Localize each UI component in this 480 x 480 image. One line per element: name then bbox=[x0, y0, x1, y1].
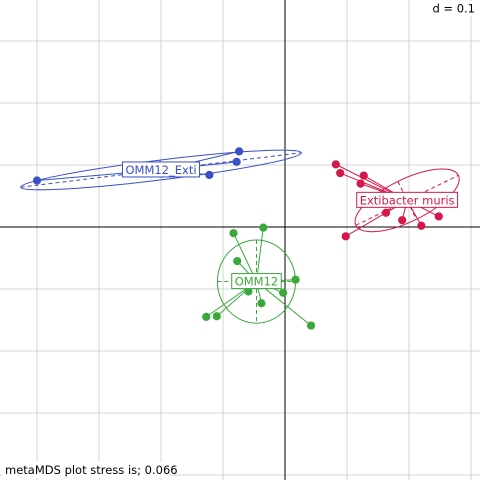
group-label-0: OMM12_Exti bbox=[121, 161, 201, 178]
group-label-1: Extibacter muris bbox=[356, 191, 459, 208]
data-point bbox=[259, 223, 268, 232]
data-point bbox=[359, 171, 368, 180]
data-point bbox=[205, 170, 214, 180]
stress-caption-box: metaMDS plot stress is; 0.066 bbox=[2, 462, 178, 478]
grid-scale-background bbox=[436, 1, 479, 16]
group-label-2: OMM12 bbox=[231, 273, 282, 290]
data-point bbox=[434, 212, 443, 221]
grid-scale-label: d = 0.1 bbox=[432, 2, 475, 16]
data-point bbox=[336, 168, 345, 178]
data-point bbox=[306, 321, 316, 330]
point-spoke bbox=[255, 227, 264, 282]
data-point bbox=[279, 288, 288, 297]
stress-caption: metaMDS plot stress is; 0.066 bbox=[5, 463, 178, 477]
group-1 bbox=[331, 160, 460, 241]
data-point bbox=[229, 229, 238, 238]
data-point bbox=[32, 176, 42, 185]
data-point bbox=[233, 257, 242, 266]
stress-caption-background bbox=[2, 462, 169, 478]
group-label-box bbox=[356, 191, 459, 208]
data-point bbox=[235, 147, 244, 156]
data-point bbox=[341, 232, 350, 241]
data-point bbox=[398, 216, 407, 225]
group-label-text: OMM12 bbox=[235, 275, 279, 289]
data-point bbox=[331, 160, 340, 169]
data-point bbox=[417, 221, 426, 230]
data-point bbox=[291, 275, 300, 284]
data-point bbox=[212, 312, 221, 321]
group-labels: OMM12_Exti Extibacter muris OMM12 bbox=[121, 161, 459, 290]
group-label-box bbox=[231, 273, 282, 290]
data-point bbox=[202, 312, 211, 321]
group-label-box bbox=[121, 161, 201, 178]
group-label-text: OMM12_Exti bbox=[125, 163, 196, 177]
grid-scale-box: d = 0.1 bbox=[432, 1, 479, 16]
data-point bbox=[381, 208, 391, 217]
group-label-text: Extibacter muris bbox=[360, 193, 455, 207]
data-point bbox=[232, 157, 241, 166]
data-point bbox=[356, 179, 365, 188]
data-point bbox=[257, 299, 266, 308]
